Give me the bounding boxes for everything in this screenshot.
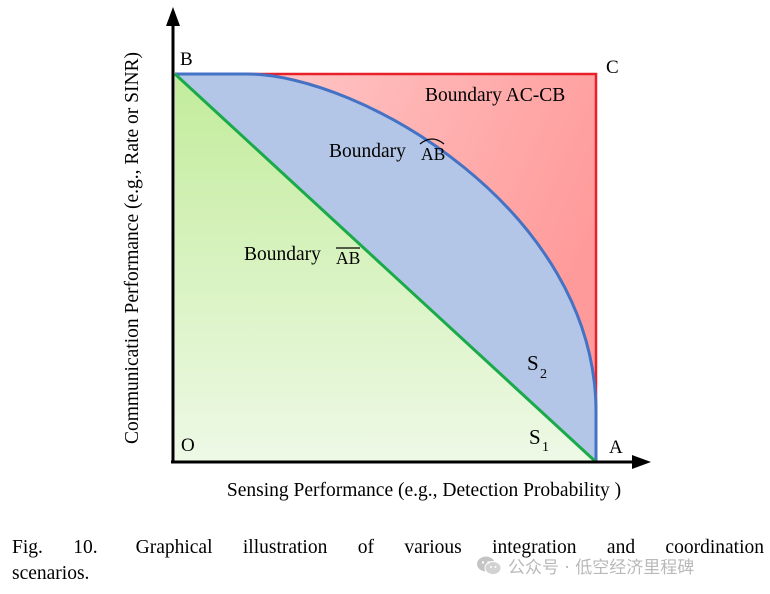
svg-text:S: S xyxy=(529,425,541,449)
y-axis-label: Communication Performance (e.g., Rate or… xyxy=(122,52,143,444)
wechat-icon xyxy=(477,556,502,575)
corner-boundary-line xyxy=(247,72,598,412)
svg-text:Boundary: Boundary xyxy=(329,141,406,162)
caption-text: Graphical illustration of various integr… xyxy=(135,537,764,558)
svg-text:S: S xyxy=(527,351,539,375)
y-axis-arrow-icon xyxy=(166,7,180,26)
line-boundary-prefix: Boundary xyxy=(244,244,321,265)
point-a-label: A xyxy=(609,437,623,458)
arc-boundary-prefix: Boundary xyxy=(329,141,406,162)
figure-number: Fig. 10. xyxy=(12,537,98,558)
line-boundary xyxy=(173,72,598,464)
arc-boundary-curve xyxy=(175,72,598,462)
point-o-label: O xyxy=(181,435,195,456)
tradeoff-diagram: Communication Performance (e.g., Rate or… xyxy=(122,7,651,501)
point-c-label: C xyxy=(606,57,619,78)
x-axis-label: Sensing Performance (e.g., Detection Pro… xyxy=(227,480,621,501)
svg-text:2: 2 xyxy=(540,367,547,382)
watermark: 公众号 · 低空经济里程碑 xyxy=(476,553,694,578)
watermark-text: 公众号 · 低空经济里程碑 xyxy=(508,558,695,578)
region-s1-label: S 1 xyxy=(529,425,549,455)
line-boundary-label: Boundary AB xyxy=(244,244,360,268)
x-axis-arrow-icon xyxy=(632,455,651,469)
region-s2-label: S 2 xyxy=(527,351,547,382)
figure-caption-line-2: scenarios. xyxy=(12,563,90,584)
point-b-label: B xyxy=(180,49,193,70)
arc-accent-icon xyxy=(419,138,445,145)
svg-text:Boundary: Boundary xyxy=(244,244,321,265)
svg-text:1: 1 xyxy=(542,440,549,455)
figure-caption-line-1: Fig. 10. Graphical illustration of variou… xyxy=(12,535,764,561)
arc-boundary-label: Boundary AB xyxy=(329,138,445,164)
line-boundary-endpoints: AB xyxy=(336,248,360,268)
corner-boundary-label: Boundary AC-CB xyxy=(425,85,565,106)
arc-boundary-endpoints: AB xyxy=(421,144,445,164)
